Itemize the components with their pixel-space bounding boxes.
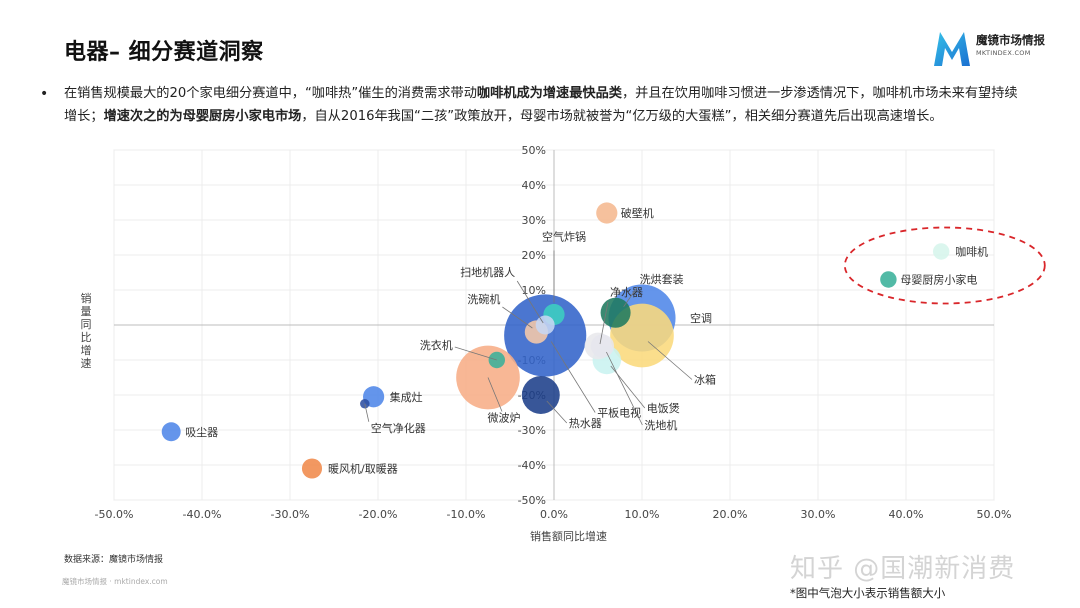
label-leader-line <box>623 286 638 307</box>
y-tick-label: 40% <box>522 179 546 192</box>
brand-logo: 魔镜市场情报 MKTINDEX.COM <box>930 26 1060 72</box>
bubble <box>596 202 618 224</box>
bubble-label: 母婴厨房小家电 <box>900 273 977 287</box>
x-tick-label: -40.0% <box>183 508 222 521</box>
label-leader-line <box>599 301 609 345</box>
desc-highlight: 增速次之的为母婴厨房小家电市场 <box>103 109 302 124</box>
footer-brand: 魔镜市场情报 · mktindex.com <box>62 577 168 586</box>
bubble-label: 空气净化器 <box>371 421 426 435</box>
x-tick-label: 20.0% <box>713 508 748 521</box>
label-leader-line <box>516 280 544 324</box>
y-axis-label: 销量同比增速 <box>80 292 92 370</box>
bubble-label: 洗衣机 <box>420 338 453 352</box>
bubble-label: 平板电视 <box>597 406 641 420</box>
bubble-label: 空气炸锅 <box>542 230 586 244</box>
y-tick-label: -30% <box>518 424 546 437</box>
y-tick-label: 50% <box>522 144 546 157</box>
x-tick-label: -30.0% <box>271 508 310 521</box>
bubble-label: 咖啡机 <box>955 245 988 259</box>
bubble-label: 微波炉 <box>488 411 521 425</box>
bubble-label: 空调 <box>690 311 712 325</box>
bubble <box>600 297 631 328</box>
bubble <box>932 243 950 260</box>
bubble-label: 扫地机器人 <box>460 265 515 279</box>
x-tick-label: -20.0% <box>359 508 398 521</box>
y-tick-label: 20% <box>522 249 546 262</box>
bubble-label: 暖风机/取暖器 <box>328 462 398 476</box>
x-tick-label: 10.0% <box>625 508 660 521</box>
y-tick-label: -40% <box>518 459 546 472</box>
label-leader-line <box>364 403 370 422</box>
desc-highlight: 咖啡机成为增速最快品类 <box>476 86 622 101</box>
bubble <box>521 376 560 414</box>
desc-segment: 在销售规模最大的20个家电细分赛道中，“咖啡热”催生的消费需求带动 <box>64 86 477 101</box>
bubble <box>161 422 181 442</box>
bubble-label: 冰箱 <box>694 373 716 387</box>
data-source: 数据来源：魔镜市场情报 <box>64 555 164 565</box>
description-text: 在销售规模最大的20个家电细分赛道中，“咖啡热”催生的消费需求带动咖啡机成为增速… <box>64 82 1028 128</box>
label-leader-line <box>502 306 533 329</box>
logo-text: 魔镜市场情报 <box>976 33 1045 47</box>
desc-segment: ，自从2016年我国“二孩”政策放开，母婴市场就被誉为“亿万级的大蛋糕”，相关细… <box>301 109 943 124</box>
page-title: 电器– 细分赛道洞察 <box>64 40 264 65</box>
bubble-label: 破壁机 <box>621 206 654 220</box>
bubble-label: 洗地机 <box>644 418 677 432</box>
y-tick-label: -50% <box>518 494 546 507</box>
bubble-size-note: *图中气泡大小表示销售额大小 <box>790 586 946 600</box>
logo-subtext: MKTINDEX.COM <box>976 49 1031 57</box>
bubble-label: 电饭煲 <box>647 402 680 415</box>
label-leader-line <box>454 346 497 361</box>
bubble-label: 净水器 <box>610 285 643 299</box>
label-leader-line <box>487 377 503 412</box>
bubble-label: 吸尘器 <box>185 426 218 439</box>
bubble-label: 集成灶 <box>390 390 423 404</box>
logo-m-icon <box>934 32 970 66</box>
label-leader-line <box>647 341 693 380</box>
x-tick-label: -10.0% <box>447 508 486 521</box>
x-tick-label: -50.0% <box>95 508 134 521</box>
y-tick-label: 30% <box>522 214 546 227</box>
bubble <box>301 458 323 479</box>
x-tick-label: 40.0% <box>889 508 924 521</box>
x-tick-label: 50.0% <box>977 508 1012 521</box>
bullet-marker: • <box>40 86 49 102</box>
label-leader-line <box>550 341 596 413</box>
bubble-label: 洗碗机 <box>467 292 500 306</box>
label-leader-line <box>606 351 643 426</box>
label-leader-line <box>610 365 646 409</box>
y-tick-label: 10% <box>522 284 546 297</box>
highlight-ellipse <box>843 226 1046 305</box>
bubble <box>590 334 615 358</box>
bubble <box>535 315 555 335</box>
desc-segment: ，并且在饮用咖啡习惯进一步渗透情况下，咖啡机市场未来有望持续增长； <box>64 86 1018 124</box>
x-tick-label: 0.0% <box>540 508 568 521</box>
label-leader-line <box>546 400 568 424</box>
bubble-label: 热水器 <box>569 417 602 430</box>
x-axis-label: 销售额同比增速 <box>530 530 607 543</box>
x-tick-label: 30.0% <box>801 508 836 521</box>
watermark: 知乎 @国潮新消费 <box>790 554 1016 584</box>
bubble <box>880 271 897 288</box>
bubble-label: 洗烘套装 <box>640 272 684 286</box>
